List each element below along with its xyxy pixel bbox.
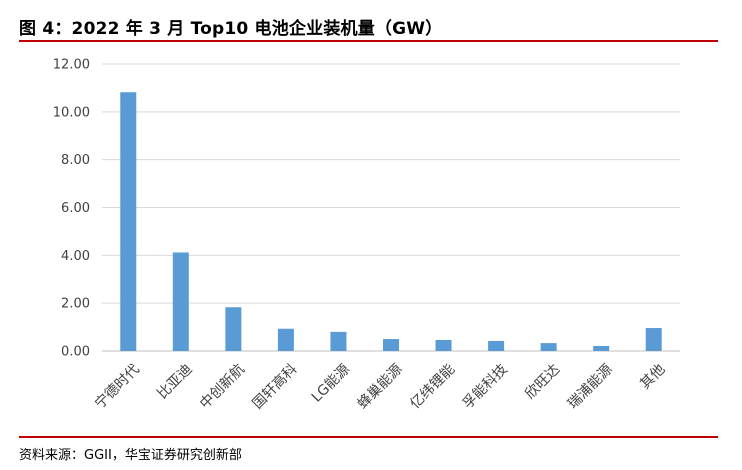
x-tick-label: 瑞浦能源 [565, 361, 616, 412]
source-divider [19, 436, 718, 438]
y-tick-label: 2.00 [61, 297, 90, 312]
x-tick-label: LG能源 [309, 361, 353, 405]
bar [540, 343, 557, 351]
bar [488, 340, 505, 351]
bar [645, 328, 662, 351]
x-tick-label: 宁德时代 [91, 361, 143, 413]
x-tick-label: 亿纬锂能 [407, 361, 458, 412]
bar [330, 331, 347, 351]
source-note: 资料来源：GGII，华宝证券研究创新部 [19, 448, 242, 463]
title-divider [19, 40, 718, 42]
bar [172, 252, 189, 351]
x-tick-label: 其他 [637, 361, 668, 392]
bar [225, 307, 242, 351]
y-tick-label: 12.00 [53, 58, 90, 73]
bar [435, 339, 452, 351]
bar [120, 92, 137, 351]
y-tick-label: 10.00 [53, 105, 90, 120]
y-tick-label: 6.00 [61, 201, 90, 216]
x-tick-label: 孚能科技 [460, 361, 511, 412]
x-tick-label: 蜂巢能源 [355, 361, 406, 412]
bar [277, 328, 294, 351]
bar [593, 345, 610, 351]
x-tick-label: 欣旺达 [522, 361, 563, 402]
figure-title: 图 4：2022 年 3 月 Top10 电池企业装机量（GW） [19, 19, 443, 39]
x-tick-label: 中创新航 [197, 361, 248, 412]
x-tick-label: 国轩高科 [249, 361, 301, 413]
y-tick-label: 0.00 [61, 345, 90, 360]
bar [383, 339, 399, 351]
x-tick-label: 比亚迪 [154, 361, 195, 402]
y-tick-label: 4.00 [61, 249, 90, 264]
y-tick-label: 8.00 [61, 153, 90, 168]
